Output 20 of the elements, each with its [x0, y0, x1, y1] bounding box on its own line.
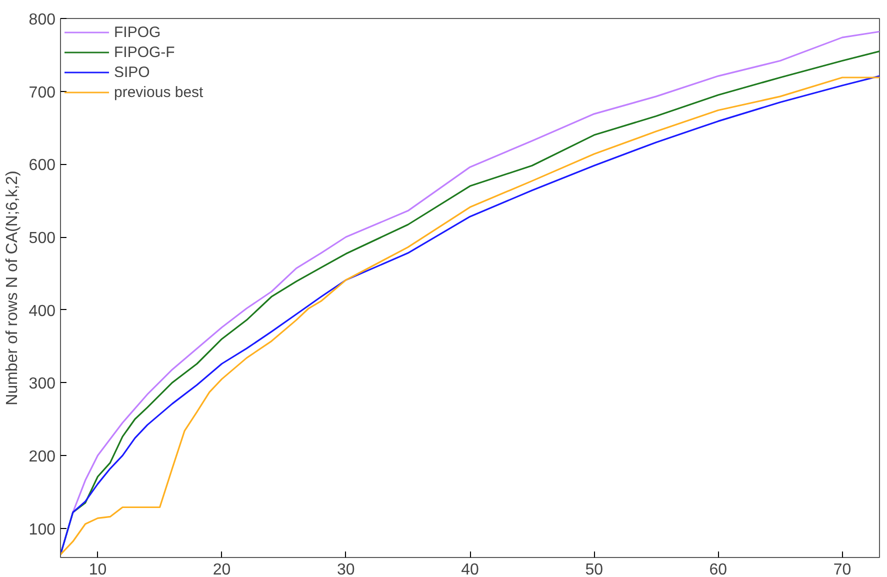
x-tick-label: 70 — [833, 562, 852, 577]
y-tick-label: 400 — [28, 302, 56, 320]
legend-label: previous best — [114, 84, 204, 100]
y-tick-label: 800 — [28, 12, 56, 28]
x-tick-label: 30 — [337, 562, 355, 577]
legend-label: FIPOG-F — [114, 44, 175, 60]
legend-label: SIPO — [114, 64, 150, 80]
y-tick-label: 200 — [28, 448, 56, 466]
y-tick-label: 100 — [28, 521, 56, 538]
x-tick-label: 60 — [709, 562, 728, 577]
y-tick-label: 300 — [28, 376, 56, 393]
x-tick-label: 10 — [88, 562, 107, 577]
y-axis-title: Number of rows N of CA(N;6,k,2) — [4, 170, 21, 406]
x-tick-label: 40 — [461, 562, 479, 577]
y-tick-label: 600 — [28, 157, 56, 174]
y-tick-label: 500 — [28, 230, 56, 248]
x-tick-label: 50 — [585, 562, 604, 577]
x-tick-label: 20 — [212, 562, 231, 577]
y-tick-label: 700 — [28, 84, 56, 102]
legend-label: FIPOG — [114, 24, 161, 40]
